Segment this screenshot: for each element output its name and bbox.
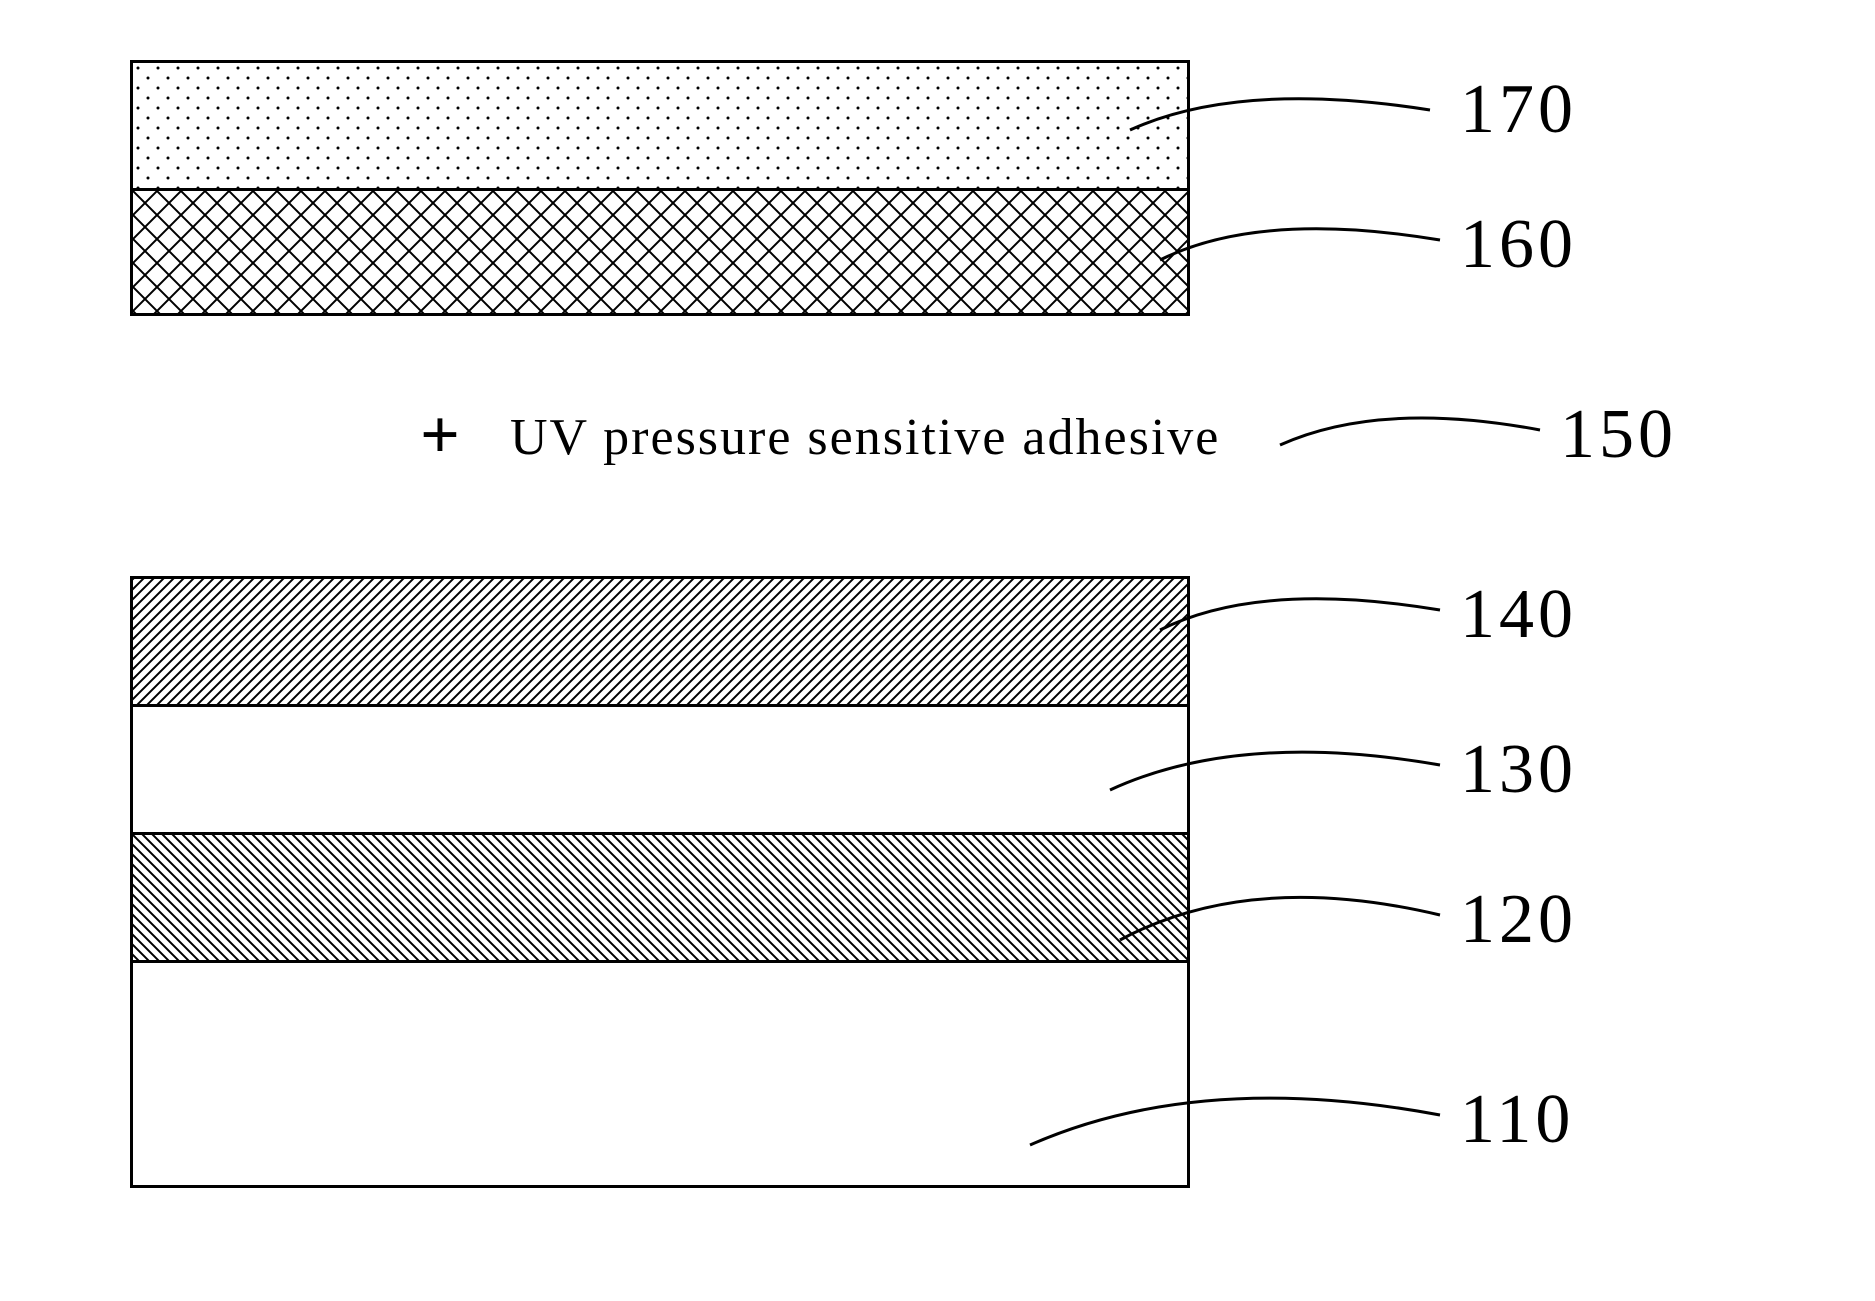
layer-130 <box>130 704 1190 832</box>
layer-140 <box>130 576 1190 704</box>
lower-layer-stack <box>130 576 1530 1188</box>
callout-130: 130 <box>1460 730 1577 810</box>
callout-120: 120 <box>1460 880 1577 960</box>
layer-120 <box>130 832 1190 960</box>
callout-110: 110 <box>1460 1080 1574 1160</box>
callout-160: 160 <box>1460 205 1577 285</box>
plus-symbol: + <box>420 396 460 476</box>
callout-170: 170 <box>1460 70 1577 150</box>
adhesive-text: UV pressure sensitive adhesive <box>510 408 1220 467</box>
middle-row: + UV pressure sensitive adhesive <box>130 356 1530 536</box>
callout-150: 150 <box>1560 395 1677 475</box>
diagram-container: + UV pressure sensitive adhesive <box>130 60 1530 1188</box>
layer-110 <box>130 960 1190 1188</box>
layer-170 <box>130 60 1190 188</box>
layer-160 <box>130 188 1190 316</box>
upper-layer-stack <box>130 60 1530 316</box>
callout-140: 140 <box>1460 575 1577 655</box>
